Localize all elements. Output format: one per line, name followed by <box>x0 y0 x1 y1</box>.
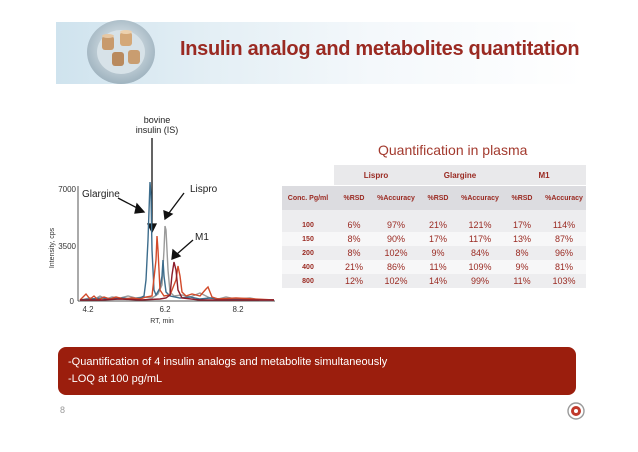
table-cell: 200 <box>282 246 334 260</box>
page-number: 8 <box>60 405 66 415</box>
table-cell: 102% <box>374 246 418 260</box>
table-cell: 17% <box>502 210 542 232</box>
table-cell: 13% <box>502 232 542 246</box>
column-header: %RSD <box>502 185 542 210</box>
y-tick-7000: 7000 <box>58 185 76 194</box>
table-cell: 800 <box>282 274 334 288</box>
trace-gray <box>79 225 274 301</box>
column-header: %Accuracy <box>542 185 586 210</box>
trace-dark-red <box>80 261 274 301</box>
table-cell: 103% <box>542 274 586 288</box>
glargine-label: Glargine <box>82 189 120 200</box>
quantification-table: Lispro Glargine M1 Conc. Pg/ml %RSD %Acc… <box>282 165 586 288</box>
table-cell: 114% <box>542 210 586 232</box>
x-axis-label: RT, min <box>150 318 174 325</box>
table-cell: 9% <box>502 260 542 274</box>
arrow-m1-head <box>171 248 182 260</box>
table-cell: 150 <box>282 232 334 246</box>
table-cell: 117% <box>458 232 502 246</box>
table-cell: 11% <box>418 260 458 274</box>
table-cell: 99% <box>458 274 502 288</box>
table-cell: 8% <box>502 246 542 260</box>
y-tick-3500: 3500 <box>58 242 76 251</box>
table-cell: 87% <box>542 232 586 246</box>
table-cell: 86% <box>374 260 418 274</box>
callout-line-2: -LOQ at 100 pg/mL <box>68 373 163 385</box>
table-row: 100 6% 97% 21% 121% 17% 114% <box>282 210 586 232</box>
group-header-row: Lispro Glargine M1 <box>282 165 586 186</box>
lispro-label: Lispro <box>190 184 218 195</box>
summary-callout: -Quantification of 4 insulin analogs and… <box>58 347 576 395</box>
column-header: %RSD <box>334 185 374 210</box>
table-cell: 8% <box>334 246 374 260</box>
arrow-glargine-head <box>134 202 146 214</box>
table-cell: 8% <box>334 232 374 246</box>
column-header: %Accuracy <box>458 185 502 210</box>
table-cell: 81% <box>542 260 586 274</box>
group-header-m1: M1 <box>502 165 586 186</box>
x-tick-4.2: 4.2 <box>82 305 94 314</box>
table-row: 200 8% 102% 9% 84% 8% 96% <box>282 246 586 260</box>
arrow-lispro-head <box>163 210 174 221</box>
trace-red <box>79 235 275 301</box>
table-cell: 102% <box>374 274 418 288</box>
table-row: 800 12% 102% 14% 99% 11% 103% <box>282 274 586 288</box>
table-cell: 12% <box>334 274 374 288</box>
column-header: %RSD <box>418 185 458 210</box>
arrow-lispro <box>168 192 185 214</box>
company-logo-icon <box>567 402 585 420</box>
column-header-row: Conc. Pg/ml %RSD %Accuracy %RSD %Accurac… <box>282 185 586 210</box>
chromatogram: bovine insulin (IS) Glargine Lispro M1 7… <box>49 115 275 325</box>
arrow-m1 <box>176 239 194 255</box>
table-cell: 96% <box>542 246 586 260</box>
table-cell: 21% <box>334 260 374 274</box>
table-row: 150 8% 90% 17% 117% 13% 87% <box>282 232 586 246</box>
table-cell: 100 <box>282 210 334 232</box>
group-header-blank <box>282 165 334 186</box>
insulin-is-label: insulin (IS) <box>136 125 179 135</box>
y-tick-0: 0 <box>70 297 75 306</box>
x-tick-6.2: 6.2 <box>159 305 171 314</box>
x-tick-8.2: 8.2 <box>232 305 244 314</box>
slide-title: Insulin analog and metabolites quantitat… <box>180 38 580 60</box>
column-header: %Accuracy <box>374 185 418 210</box>
table-cell: 17% <box>418 232 458 246</box>
group-header-lispro: Lispro <box>334 165 418 186</box>
quantification-title: Quantification in plasma <box>378 142 528 158</box>
table-cell: 9% <box>418 246 458 260</box>
table-row: 400 21% 86% 11% 109% 9% 81% <box>282 260 586 274</box>
table-cell: 97% <box>374 210 418 232</box>
callout-line-1: -Quantification of 4 insulin analogs and… <box>68 356 388 368</box>
table-cell: 400 <box>282 260 334 274</box>
table-cell: 109% <box>458 260 502 274</box>
bovine-label: bovine <box>144 115 171 125</box>
table-cell: 11% <box>502 274 542 288</box>
m1-label: M1 <box>195 232 209 243</box>
table-cell: 84% <box>458 246 502 260</box>
table-cell: 121% <box>458 210 502 232</box>
table-cell: 6% <box>334 210 374 232</box>
y-axis-label: Intensity, cps <box>49 227 56 268</box>
table-cell: 21% <box>418 210 458 232</box>
table-cell: 90% <box>374 232 418 246</box>
vial-rack-image <box>87 20 155 84</box>
column-header: Conc. Pg/ml <box>282 185 334 210</box>
group-header-glargine: Glargine <box>418 165 502 186</box>
table-cell: 14% <box>418 274 458 288</box>
